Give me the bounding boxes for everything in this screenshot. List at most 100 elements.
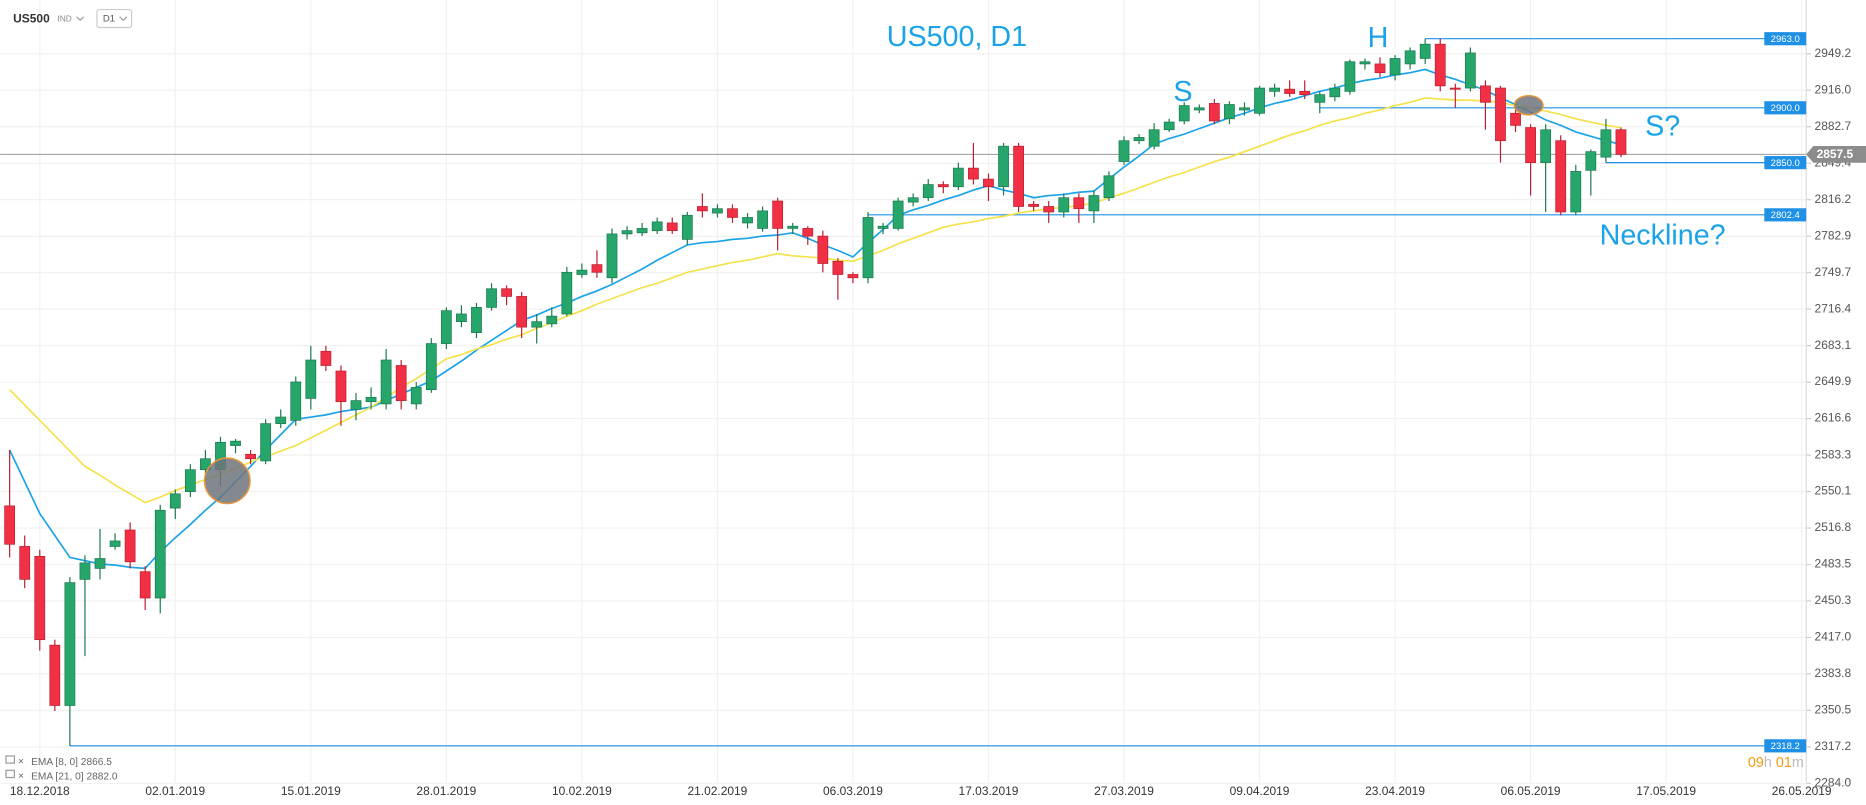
y-tick-label: 2882.7 [1815, 119, 1852, 133]
candle-body [1555, 140, 1567, 213]
candle-body [109, 540, 121, 547]
symbol-kind[interactable]: IND [57, 13, 71, 23]
annotation: S [1173, 76, 1192, 108]
candle-body [290, 381, 302, 421]
x-tick-label: 17.03.2019 [959, 784, 1019, 798]
annotation: H [1368, 22, 1389, 54]
candle-body [1585, 151, 1597, 171]
candle-body [757, 210, 768, 229]
candle-body [425, 343, 437, 390]
candle-body [169, 493, 181, 509]
interval[interactable]: D1 [103, 14, 115, 25]
y-tick-label: 2284.0 [1815, 775, 1852, 789]
candle-body [546, 315, 558, 325]
candle-body [1163, 121, 1175, 131]
x-tick-label: 17.05.2019 [1636, 784, 1696, 798]
dropdown-caret[interactable] [76, 16, 85, 22]
candle-body [1208, 103, 1220, 122]
candle-body [952, 167, 964, 188]
candle-body [1464, 52, 1476, 89]
candle-body [1118, 140, 1130, 162]
candle-body [275, 416, 287, 424]
candle-body [636, 228, 648, 234]
countdown-unit: h [1764, 755, 1772, 771]
y-tick-label: 2417.0 [1815, 630, 1852, 644]
annotation: Neckline? [1600, 219, 1726, 251]
x-tick-label: 23.04.2019 [1365, 784, 1425, 798]
y-tick-label: 2317.2 [1815, 739, 1852, 753]
candle-body [651, 221, 663, 231]
x-tick-label: 02.01.2019 [145, 784, 205, 798]
candle-body [486, 288, 497, 308]
candle-body [365, 396, 377, 403]
legend-close[interactable]: × [18, 771, 24, 782]
candle-body [681, 214, 693, 240]
x-tick-label: 15.01.2019 [281, 784, 341, 798]
y-tick-label: 2716.4 [1815, 301, 1852, 315]
candle-body [395, 365, 407, 401]
candle-body [862, 217, 874, 279]
candle-body [1088, 195, 1100, 212]
x-tick-label: 09.04.2019 [1230, 784, 1290, 798]
candle-body [1359, 61, 1371, 65]
y-tick-label: 2483.5 [1815, 557, 1852, 571]
candle-body [260, 423, 272, 462]
candle-body [34, 555, 46, 641]
y-tick-label: 2782.9 [1815, 228, 1852, 242]
chart-title: US500, D1 [887, 21, 1027, 53]
candle-body [1058, 197, 1070, 213]
dropdown-caret[interactable] [119, 16, 128, 22]
candle-body [320, 350, 332, 366]
candle-body [606, 233, 618, 279]
candle-body [832, 260, 844, 275]
candle-body [907, 197, 919, 203]
candle-body [350, 400, 362, 410]
candle-body [1133, 137, 1145, 142]
y-tick-label: 2383.8 [1815, 666, 1852, 680]
candle-body [937, 184, 949, 188]
symbol: US500 [13, 11, 50, 25]
candle-body [1329, 87, 1341, 98]
x-tick-label: 10.02.2019 [552, 784, 612, 798]
level-label: 2900.0 [1771, 103, 1800, 114]
legend-icon[interactable] [5, 769, 15, 779]
candle-body [501, 288, 512, 297]
candle-body [1299, 90, 1311, 95]
candle-body [1254, 87, 1265, 114]
level-box [1764, 156, 1807, 170]
legend-icon[interactable] [5, 755, 15, 764]
candle-body [531, 321, 543, 328]
candle-body [998, 145, 1009, 188]
level-box [1764, 208, 1807, 222]
candle-body [621, 230, 633, 235]
candle-body [4, 505, 16, 545]
interval-select[interactable] [96, 8, 133, 29]
candle-body [380, 359, 392, 405]
level-label: 2850.0 [1771, 158, 1800, 169]
legend-close[interactable]: × [18, 757, 24, 768]
candle-body [1043, 206, 1055, 213]
candle-body [877, 225, 889, 229]
candle-body [802, 228, 814, 237]
candle-body [1013, 145, 1024, 207]
level-label: 2802.4 [1771, 210, 1801, 221]
candle-body [410, 387, 422, 405]
countdown-minutes: 01 [1776, 755, 1792, 771]
candle-body [666, 222, 678, 231]
candle-body [1510, 112, 1521, 126]
candle-body [245, 453, 256, 460]
candle-body [968, 167, 979, 180]
candle-body [1615, 129, 1627, 155]
countdown-hours: 09 [1748, 755, 1764, 771]
level-label: 2963.0 [1771, 34, 1800, 45]
candle-body [1344, 61, 1356, 92]
countdown: 09h 01m [1748, 755, 1804, 771]
legend-entry: EMA [21, 0] 2882.0 [31, 771, 118, 782]
y-tick-label: 2683.1 [1815, 338, 1852, 352]
candle-body [1389, 58, 1401, 76]
legend-name: EMA [21, 0] [31, 771, 84, 782]
candle-body [1419, 43, 1431, 59]
candle-body [456, 313, 467, 323]
candle-body [1314, 94, 1326, 103]
